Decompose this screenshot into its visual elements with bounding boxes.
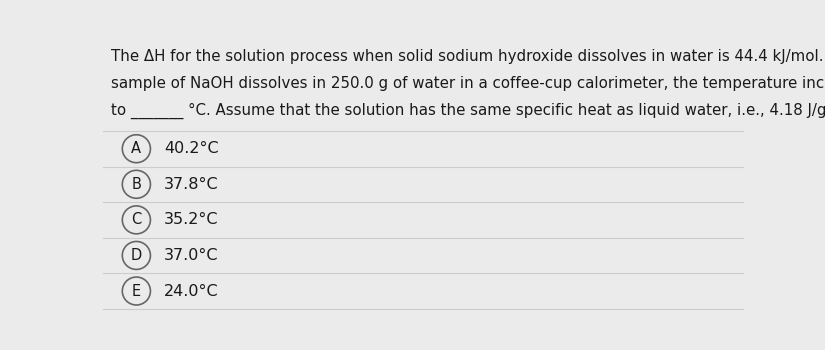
- Text: 37.8°C: 37.8°C: [164, 177, 219, 192]
- Ellipse shape: [122, 206, 150, 234]
- Text: E: E: [132, 284, 141, 299]
- Text: D: D: [130, 248, 142, 263]
- Text: C: C: [131, 212, 142, 228]
- Text: The ΔH for the solution process when solid sodium hydroxide dissolves in water i: The ΔH for the solution process when sol…: [111, 49, 825, 64]
- Text: to _______ °C. Assume that the solution has the same specific heat as liquid wat: to _______ °C. Assume that the solution …: [111, 103, 825, 119]
- Ellipse shape: [122, 170, 150, 198]
- Text: 35.2°C: 35.2°C: [164, 212, 219, 228]
- Text: 24.0°C: 24.0°C: [164, 284, 219, 299]
- Ellipse shape: [122, 241, 150, 270]
- Text: sample of NaOH dissolves in 250.0 g of water in a coffee-cup calorimeter, the te: sample of NaOH dissolves in 250.0 g of w…: [111, 76, 825, 91]
- Ellipse shape: [122, 277, 150, 305]
- Ellipse shape: [122, 135, 150, 163]
- Text: B: B: [131, 177, 141, 192]
- Text: A: A: [131, 141, 141, 156]
- Text: 37.0°C: 37.0°C: [164, 248, 219, 263]
- Text: 40.2°C: 40.2°C: [164, 141, 219, 156]
